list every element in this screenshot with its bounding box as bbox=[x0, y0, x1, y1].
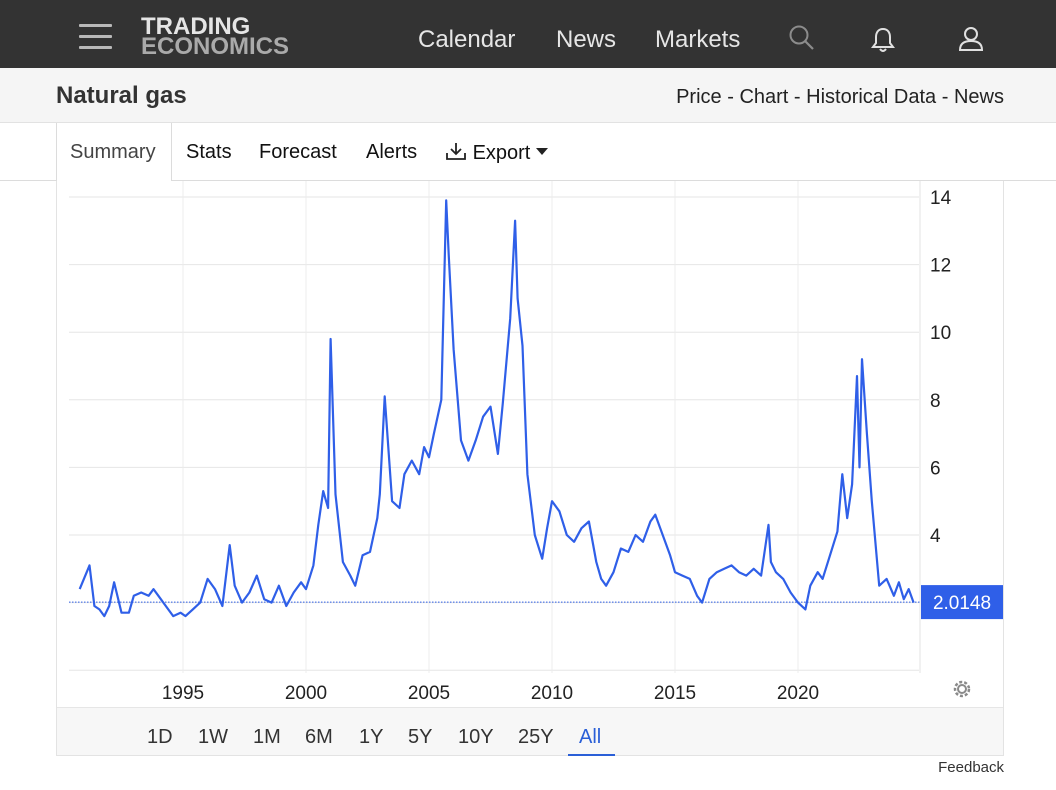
bell-icon[interactable] bbox=[870, 26, 896, 59]
y-tick-label: 14 bbox=[930, 188, 952, 209]
tab-alerts[interactable]: Alerts bbox=[366, 141, 418, 163]
x-tick-label: 2010 bbox=[531, 683, 573, 704]
range-5y-button[interactable]: 5Y bbox=[408, 726, 433, 748]
tabs-bar: Summary Stats Forecast Alerts Export bbox=[0, 123, 1056, 182]
search-icon[interactable] bbox=[788, 24, 816, 57]
tab-stats[interactable]: Stats bbox=[186, 141, 232, 163]
current-value-label: 2.0148 bbox=[933, 593, 991, 614]
range-10y-button[interactable]: 10Y bbox=[458, 726, 494, 748]
x-tick-label: 2020 bbox=[777, 683, 819, 704]
caret-down-icon bbox=[535, 148, 548, 155]
top-navbar: TRADING ECONOMICS Calendar News Markets bbox=[0, 0, 1056, 68]
feedback-link[interactable]: Feedback bbox=[938, 759, 1004, 776]
y-tick-label: 6 bbox=[930, 458, 941, 479]
x-tick-label: 2005 bbox=[408, 683, 450, 704]
tab-forecast[interactable]: Forecast bbox=[259, 141, 337, 163]
range-25y-button[interactable]: 25Y bbox=[518, 726, 554, 748]
range-1m-button[interactable]: 1M bbox=[253, 726, 281, 748]
tab-summary[interactable]: Summary bbox=[56, 123, 172, 182]
chart-panel: 4 6 8 10 12 14 1995 2000 2005 2010 2015 2020 2.014… bbox=[56, 181, 1004, 756]
historical-data-link[interactable]: Historical Data bbox=[806, 86, 937, 108]
nav-markets-link[interactable]: Markets bbox=[655, 26, 741, 53]
nav-news-link[interactable]: News bbox=[556, 26, 617, 53]
chart-link[interactable]: Chart bbox=[739, 86, 789, 108]
title-bar: Natural gas Price - Chart - Historical D… bbox=[0, 68, 1056, 123]
range-1w-button[interactable]: 1W bbox=[198, 726, 228, 748]
sub-navigation: Price - Chart - Historical Data - News bbox=[676, 86, 1004, 109]
menu-icon[interactable] bbox=[79, 24, 112, 50]
x-tick-label: 2000 bbox=[285, 683, 327, 704]
logo-line1: TRADING bbox=[141, 13, 251, 40]
settings-icon[interactable] bbox=[953, 680, 971, 698]
tab-summary-label: Summary bbox=[70, 141, 156, 163]
logo-line2: ECONOMICS bbox=[141, 33, 290, 60]
site-logo[interactable]: TRADING ECONOMICS bbox=[141, 13, 290, 60]
range-1d-button[interactable]: 1D bbox=[147, 726, 173, 748]
range-1y-button[interactable]: 1Y bbox=[359, 726, 384, 748]
y-tick-label: 10 bbox=[930, 323, 951, 344]
link-separator: - bbox=[727, 86, 734, 108]
range-selector: 1D 1W 1M 6M 1Y 5Y 10Y 25Y All bbox=[57, 707, 1003, 756]
page-title: Natural gas bbox=[56, 82, 187, 109]
link-separator: - bbox=[793, 86, 801, 108]
range-all-button[interactable]: All bbox=[579, 726, 602, 748]
export-button[interactable]: Export bbox=[445, 141, 548, 165]
price-chart[interactable]: 4 6 8 10 12 14 1995 2000 2005 2010 2015 2020 2.014… bbox=[57, 181, 1003, 707]
download-icon bbox=[446, 143, 466, 160]
nav-calendar-link[interactable]: Calendar bbox=[418, 26, 516, 53]
active-range-indicator bbox=[568, 754, 615, 756]
x-tick-label: 2015 bbox=[654, 683, 696, 704]
x-tick-label: 1995 bbox=[162, 683, 204, 704]
current-value-badge: 2.0148 bbox=[921, 585, 1003, 620]
price-link[interactable]: Price bbox=[676, 86, 722, 108]
price-series-line bbox=[78, 199, 915, 618]
user-icon[interactable] bbox=[957, 25, 985, 58]
y-tick-label: 8 bbox=[930, 391, 941, 412]
range-6m-button[interactable]: 6M bbox=[305, 726, 333, 748]
news-link[interactable]: News bbox=[953, 86, 1004, 108]
export-label: Export bbox=[472, 142, 531, 164]
link-separator: - bbox=[941, 86, 949, 108]
y-tick-label: 4 bbox=[930, 526, 941, 547]
y-tick-label: 12 bbox=[930, 256, 951, 277]
